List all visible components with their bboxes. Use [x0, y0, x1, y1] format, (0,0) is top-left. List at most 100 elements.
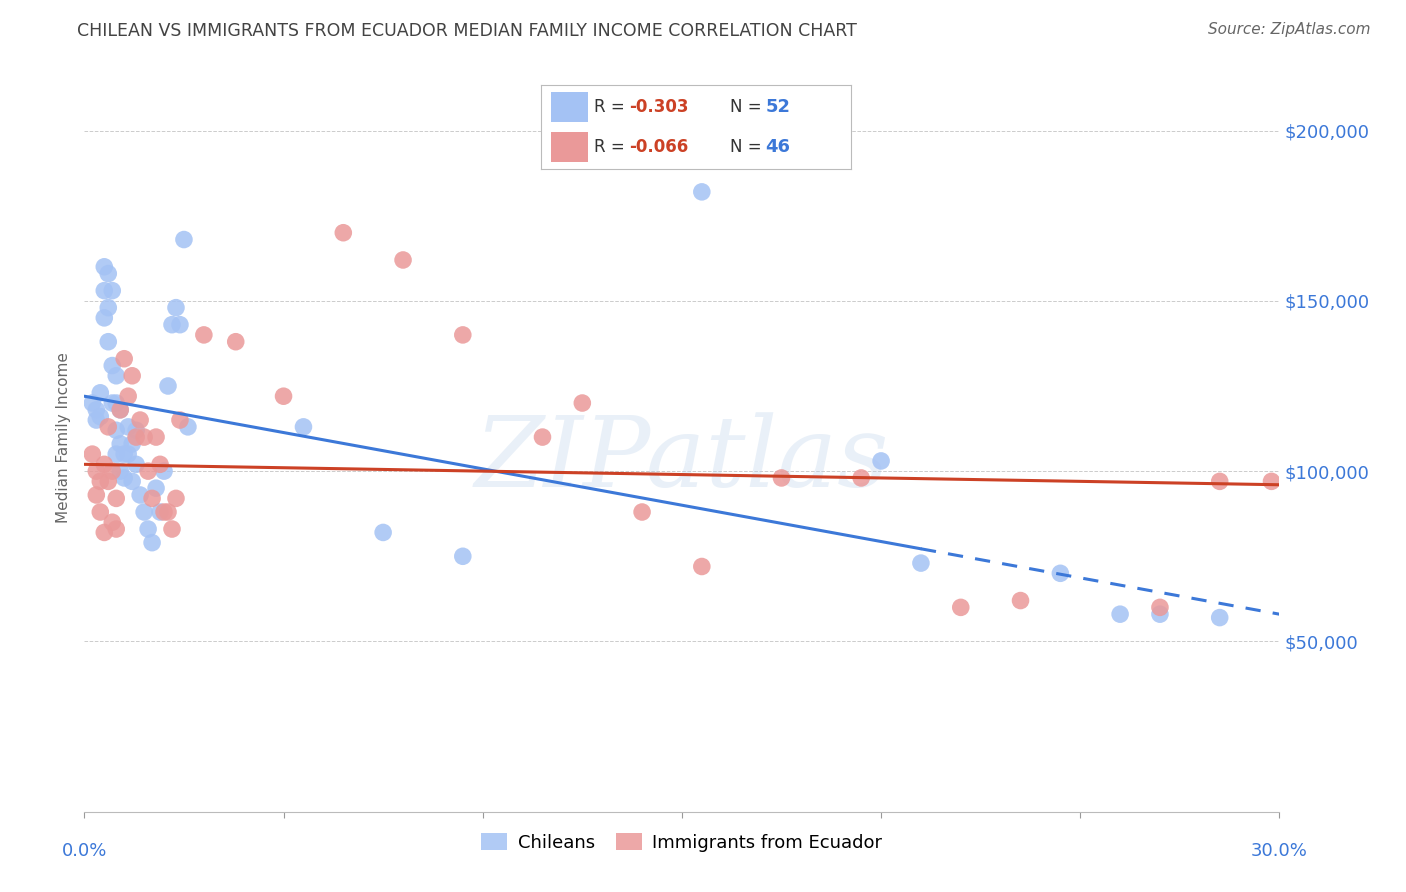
Text: 52: 52 — [765, 98, 790, 116]
Point — [1049, 566, 1071, 581]
Point — [101, 359, 124, 373]
Point — [373, 525, 395, 540]
Point — [105, 447, 128, 461]
Point — [93, 525, 115, 540]
Point — [451, 549, 474, 564]
Point — [93, 310, 115, 325]
Point — [93, 284, 115, 298]
Point — [86, 402, 108, 417]
Text: 0.0%: 0.0% — [62, 842, 107, 860]
Point — [292, 420, 315, 434]
Point — [193, 327, 215, 342]
Point — [129, 488, 152, 502]
Point — [1209, 475, 1232, 489]
Text: N =: N = — [730, 137, 766, 155]
Point — [690, 185, 713, 199]
Text: 46: 46 — [765, 137, 790, 155]
Point — [690, 559, 713, 574]
Point — [121, 437, 143, 451]
Point — [117, 447, 139, 461]
Point — [117, 420, 139, 434]
Point — [169, 413, 191, 427]
Point — [1209, 610, 1232, 624]
Point — [910, 556, 932, 570]
Point — [97, 267, 120, 281]
Point — [121, 368, 143, 383]
Point — [93, 260, 115, 274]
Point — [141, 535, 163, 549]
Point — [105, 522, 128, 536]
Point — [157, 505, 180, 519]
Point — [149, 505, 172, 519]
Point — [97, 301, 120, 315]
Point — [451, 327, 474, 342]
Text: Source: ZipAtlas.com: Source: ZipAtlas.com — [1208, 22, 1371, 37]
Point — [165, 301, 187, 315]
Point — [145, 481, 167, 495]
Point — [117, 389, 139, 403]
Point — [101, 464, 124, 478]
Text: -0.303: -0.303 — [630, 98, 689, 116]
Point — [165, 491, 187, 506]
Point — [86, 488, 108, 502]
Point — [1260, 475, 1282, 489]
Point — [112, 447, 135, 461]
Point — [136, 522, 159, 536]
Point — [89, 385, 111, 400]
Legend: Chileans, Immigrants from Ecuador: Chileans, Immigrants from Ecuador — [474, 826, 890, 859]
Point — [870, 454, 893, 468]
Point — [97, 334, 120, 349]
Point — [121, 475, 143, 489]
Point — [531, 430, 554, 444]
Point — [82, 447, 104, 461]
Point — [105, 423, 128, 437]
Point — [1149, 600, 1171, 615]
Text: ZIPatlas: ZIPatlas — [475, 412, 889, 508]
Text: 30.0%: 30.0% — [1251, 842, 1308, 860]
Point — [110, 402, 132, 417]
Point — [225, 334, 247, 349]
Point — [332, 226, 354, 240]
Point — [392, 252, 415, 267]
Point — [110, 402, 132, 417]
Point — [97, 475, 120, 489]
Point — [145, 430, 167, 444]
Point — [949, 600, 972, 615]
Point — [101, 515, 124, 529]
Text: -0.066: -0.066 — [630, 137, 689, 155]
Point — [173, 233, 195, 247]
Point — [105, 491, 128, 506]
Point — [105, 396, 128, 410]
Point — [101, 284, 124, 298]
Point — [160, 522, 183, 536]
Point — [1010, 593, 1032, 607]
Point — [105, 368, 128, 383]
Point — [141, 491, 163, 506]
Point — [112, 351, 135, 366]
Point — [177, 420, 200, 434]
Point — [110, 437, 132, 451]
Point — [89, 505, 111, 519]
Point — [157, 379, 180, 393]
Point — [153, 505, 176, 519]
Point — [1149, 607, 1171, 622]
Point — [132, 430, 156, 444]
Point — [86, 464, 108, 478]
Point — [82, 396, 104, 410]
Point — [86, 413, 108, 427]
Point — [89, 475, 111, 489]
Point — [125, 430, 148, 444]
Point — [1109, 607, 1132, 622]
FancyBboxPatch shape — [551, 132, 588, 161]
Point — [112, 471, 135, 485]
FancyBboxPatch shape — [551, 93, 588, 122]
Point — [153, 464, 176, 478]
Point — [125, 423, 148, 437]
Point — [89, 409, 111, 424]
Point — [110, 464, 132, 478]
Point — [273, 389, 295, 403]
Text: R =: R = — [593, 98, 630, 116]
Point — [169, 318, 191, 332]
Point — [132, 505, 156, 519]
Point — [136, 464, 159, 478]
